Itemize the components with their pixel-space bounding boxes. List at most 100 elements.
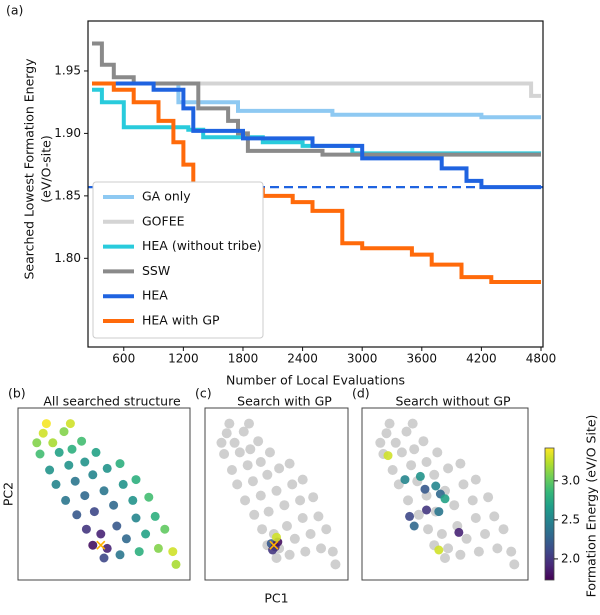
- point: [171, 559, 181, 569]
- colorbar-label: Formation Energy (eV/O Site): [584, 415, 599, 598]
- background-point: [458, 479, 469, 490]
- background-point: [470, 474, 481, 485]
- point: [405, 511, 415, 521]
- series-line: [92, 81, 541, 190]
- background-point: [253, 436, 264, 447]
- point: [121, 534, 131, 544]
- background-point: [240, 495, 251, 506]
- colorbar-tick-label: 2.5: [561, 512, 580, 526]
- background-point: [440, 553, 450, 563]
- background-point: [281, 521, 292, 531]
- background-point: [461, 533, 472, 544]
- point: [54, 447, 64, 457]
- background-point: [443, 463, 454, 474]
- legend-label: GOFEE: [142, 213, 185, 228]
- point: [99, 486, 109, 496]
- background-point: [396, 447, 407, 458]
- panel-label: (d): [352, 386, 370, 401]
- background-point: [467, 495, 478, 506]
- point: [64, 460, 74, 470]
- point: [51, 479, 61, 489]
- legend-label: HEA (without tribe): [142, 238, 262, 253]
- x-tick-label: 3600: [407, 352, 438, 366]
- point: [131, 475, 141, 485]
- background-point: [305, 529, 316, 539]
- background-point: [421, 457, 432, 467]
- background-point: [483, 492, 494, 503]
- panel-frame: [361, 407, 529, 581]
- x-tick-label: 1200: [168, 352, 199, 366]
- point: [115, 550, 125, 560]
- point: [91, 447, 101, 457]
- point: [65, 419, 75, 429]
- colorbar: [544, 447, 555, 581]
- background-point: [289, 533, 300, 544]
- background-point: [432, 447, 443, 458]
- point: [141, 529, 151, 539]
- point: [80, 457, 90, 467]
- y-tick-label: 1.85: [54, 188, 81, 202]
- background-point: [255, 490, 266, 501]
- background-point: [257, 524, 268, 535]
- background-point: [406, 460, 417, 471]
- series-line: [92, 81, 541, 98]
- point: [81, 524, 91, 534]
- background-point: [221, 428, 232, 439]
- best-marker: [96, 540, 106, 550]
- panel-frame: [17, 407, 191, 581]
- background-point: [403, 495, 414, 506]
- point: [88, 540, 98, 550]
- legend-label: SSW: [142, 263, 170, 278]
- point: [160, 524, 170, 534]
- panel-title: Search with GP: [237, 394, 332, 409]
- background-point: [242, 460, 253, 471]
- point: [118, 479, 128, 489]
- background-point: [271, 485, 282, 496]
- background-point: [219, 449, 230, 459]
- x-tick-label: 600: [112, 352, 135, 366]
- y-tick-label: 1.95: [54, 63, 81, 77]
- background-point: [327, 546, 338, 557]
- point: [102, 543, 112, 553]
- background-point: [473, 546, 484, 557]
- point: [415, 471, 425, 481]
- point: [144, 492, 154, 502]
- background-point: [470, 513, 481, 523]
- point: [70, 476, 80, 486]
- panel-label: (a): [6, 3, 23, 18]
- background-point: [429, 469, 440, 480]
- background-point: [297, 474, 308, 485]
- point: [67, 444, 77, 454]
- background-point: [297, 513, 308, 523]
- background-point: [413, 509, 424, 520]
- panel-frame: [204, 407, 349, 581]
- x-tick-label: 4200: [466, 352, 497, 366]
- background-point: [381, 428, 392, 439]
- point: [420, 484, 430, 494]
- point: [48, 438, 58, 448]
- point: [134, 547, 144, 557]
- series-line: [92, 81, 541, 284]
- background-point: [300, 546, 311, 557]
- series-line: [92, 41, 541, 157]
- point: [112, 521, 122, 531]
- point: [434, 507, 444, 517]
- point: [383, 451, 393, 461]
- x-tick-label: 4800: [526, 352, 557, 366]
- point: [35, 449, 45, 459]
- point: [454, 527, 464, 537]
- x-tick-label: 2400: [287, 352, 318, 366]
- background-point: [384, 418, 395, 429]
- background-point: [308, 492, 319, 503]
- point: [109, 500, 119, 510]
- background-point: [509, 559, 520, 570]
- background-point: [284, 458, 295, 469]
- point: [77, 436, 87, 446]
- legend-label: HEA with GP: [142, 313, 220, 328]
- point: [61, 495, 71, 505]
- panel-label: (b): [8, 386, 26, 401]
- point: [131, 513, 141, 523]
- background-point: [262, 469, 273, 480]
- background-point: [263, 506, 274, 517]
